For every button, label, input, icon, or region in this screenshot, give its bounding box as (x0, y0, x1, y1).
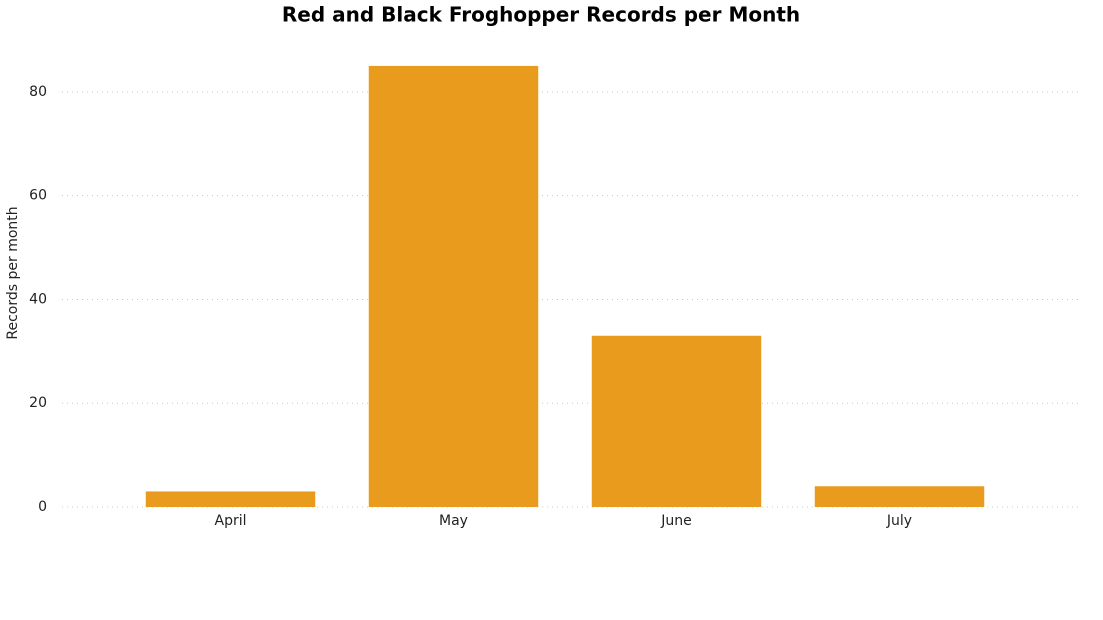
bar (814, 486, 985, 507)
x-tick-label: April (215, 513, 247, 529)
y-axis-label: Records per month (5, 206, 21, 339)
bar (591, 335, 762, 507)
x-tick-label: July (886, 513, 912, 529)
y-tick-label: 0 (38, 499, 47, 515)
y-tick-label: 40 (29, 291, 47, 307)
y-tick-label: 20 (29, 395, 47, 411)
x-tick-label: May (439, 513, 468, 529)
y-tick-label: 60 (29, 188, 47, 204)
bar (368, 65, 539, 507)
x-tick-label: June (660, 513, 692, 529)
bar (145, 491, 316, 507)
y-tick-label: 80 (29, 84, 47, 100)
chart-title: Red and Black Froghopper Records per Mon… (282, 3, 800, 27)
